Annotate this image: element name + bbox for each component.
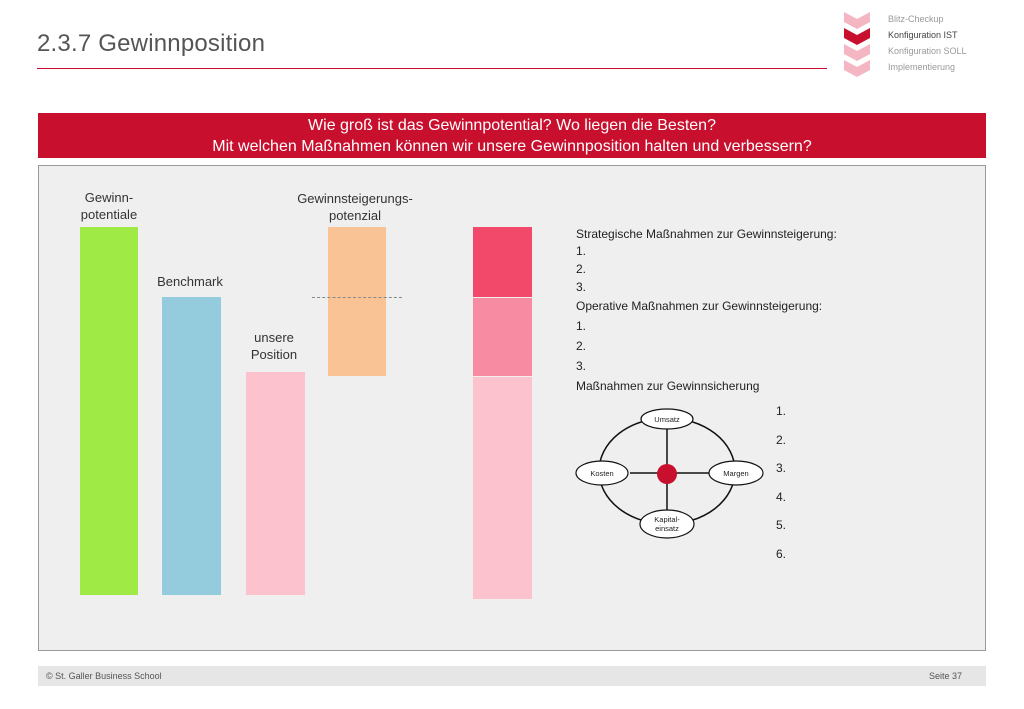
profit-driver-diagram: Umsatz Kosten Margen Kapital- einsatz — [575, 408, 764, 539]
bar-gewinnsteigerungspotenzial — [328, 227, 386, 376]
securing-measures-heading: Maßnahmen zur Gewinnsicherung — [576, 379, 760, 393]
securing-item-4: 4. — [776, 490, 787, 504]
node-kapitaleinsatz-label-line-1: Kapital- — [654, 515, 680, 524]
label-gewinnsteigerungspotenzial: Gewinnsteigerungs- potenzial — [295, 190, 415, 224]
footer-page-number: Seite 37 — [928, 671, 962, 681]
banner-line-2: Mit welchen Maßnahmen können wir unsere … — [212, 138, 812, 155]
strategic-item-1: 1. — [576, 244, 587, 258]
securing-item-5: 5. — [776, 518, 787, 532]
stacked-bar-bottom-segment — [473, 377, 532, 599]
chevron-step-3-icon — [844, 44, 870, 61]
node-umsatz: Umsatz — [640, 408, 694, 430]
bar-gewinnpotentiale — [80, 227, 138, 595]
node-kosten: Kosten — [575, 460, 629, 486]
operative-item-2: 2. — [576, 339, 587, 353]
label-unsere-position: unsere Position — [235, 329, 313, 363]
node-kapitaleinsatz: Kapital- einsatz — [639, 509, 695, 539]
nav-item-implementierung: Implementierung — [888, 62, 956, 72]
page-title: 2.3.7 Gewinnposition — [37, 30, 266, 57]
label-gewinnsteigerungspotenzial-line-1: Gewinnsteigerungs- — [297, 191, 413, 206]
node-umsatz-label: Umsatz — [654, 415, 680, 424]
benchmark-reference-line — [312, 297, 402, 298]
label-gewinnpotentiale-line-2: potentiale — [80, 207, 138, 222]
nav-item-konfiguration-soll: Konfiguration SOLL — [888, 46, 967, 56]
chevron-step-4-icon — [844, 60, 870, 77]
operative-item-3: 3. — [576, 359, 587, 373]
label-gewinnpotentiale: Gewinn- potentiale — [70, 189, 148, 223]
progress-nav: Blitz-Checkup Konfiguration IST Konfigur… — [844, 10, 1014, 78]
securing-item-3: 3. — [776, 461, 787, 475]
footer-bar: © St. Galler Business School Seite 37 — [38, 666, 986, 686]
banner-line-1: Wie groß ist das Gewinnpotential? Wo lie… — [308, 117, 716, 134]
diagram-center-node — [657, 464, 677, 484]
label-benchmark: Benchmark — [157, 274, 223, 289]
node-margen: Margen — [708, 460, 764, 486]
label-unsere-position-line-1: unsere — [254, 330, 294, 345]
strategic-item-2: 2. — [576, 262, 587, 276]
stacked-bar-middle-segment — [473, 298, 532, 376]
strategic-item-3: 3. — [576, 280, 587, 294]
node-kosten-label: Kosten — [590, 469, 613, 478]
node-margen-label: Margen — [723, 469, 748, 478]
securing-item-6: 6. — [776, 547, 787, 561]
strategic-measures-heading: Strategische Maßnahmen zur Gewinnsteiger… — [576, 227, 837, 241]
chevron-step-2-icon — [844, 28, 870, 45]
label-gewinnsteigerungspotenzial-line-2: potenzial — [328, 208, 382, 223]
nav-item-blitz-checkup: Blitz-Checkup — [888, 14, 944, 24]
chevron-step-1-icon — [844, 12, 870, 29]
label-unsere-position-line-2: Position — [250, 347, 298, 362]
footer-copyright: © St. Galler Business School — [46, 671, 162, 681]
operative-item-1: 1. — [576, 319, 587, 333]
bar-benchmark — [162, 297, 221, 595]
bar-unsere-position — [246, 372, 305, 595]
node-kapitaleinsatz-label-line-2: einsatz — [655, 524, 679, 533]
securing-item-2: 2. — [776, 433, 787, 447]
stacked-bar-top-segment — [473, 227, 532, 297]
question-banner: Wie groß ist das Gewinnpotential? Wo lie… — [38, 113, 986, 158]
title-divider — [37, 68, 827, 69]
nav-item-konfiguration-ist: Konfiguration IST — [888, 30, 958, 40]
securing-item-1: 1. — [776, 404, 787, 418]
operative-measures-heading: Operative Maßnahmen zur Gewinnsteigerung… — [576, 299, 823, 313]
label-gewinnpotentiale-line-1: Gewinn- — [84, 190, 134, 205]
